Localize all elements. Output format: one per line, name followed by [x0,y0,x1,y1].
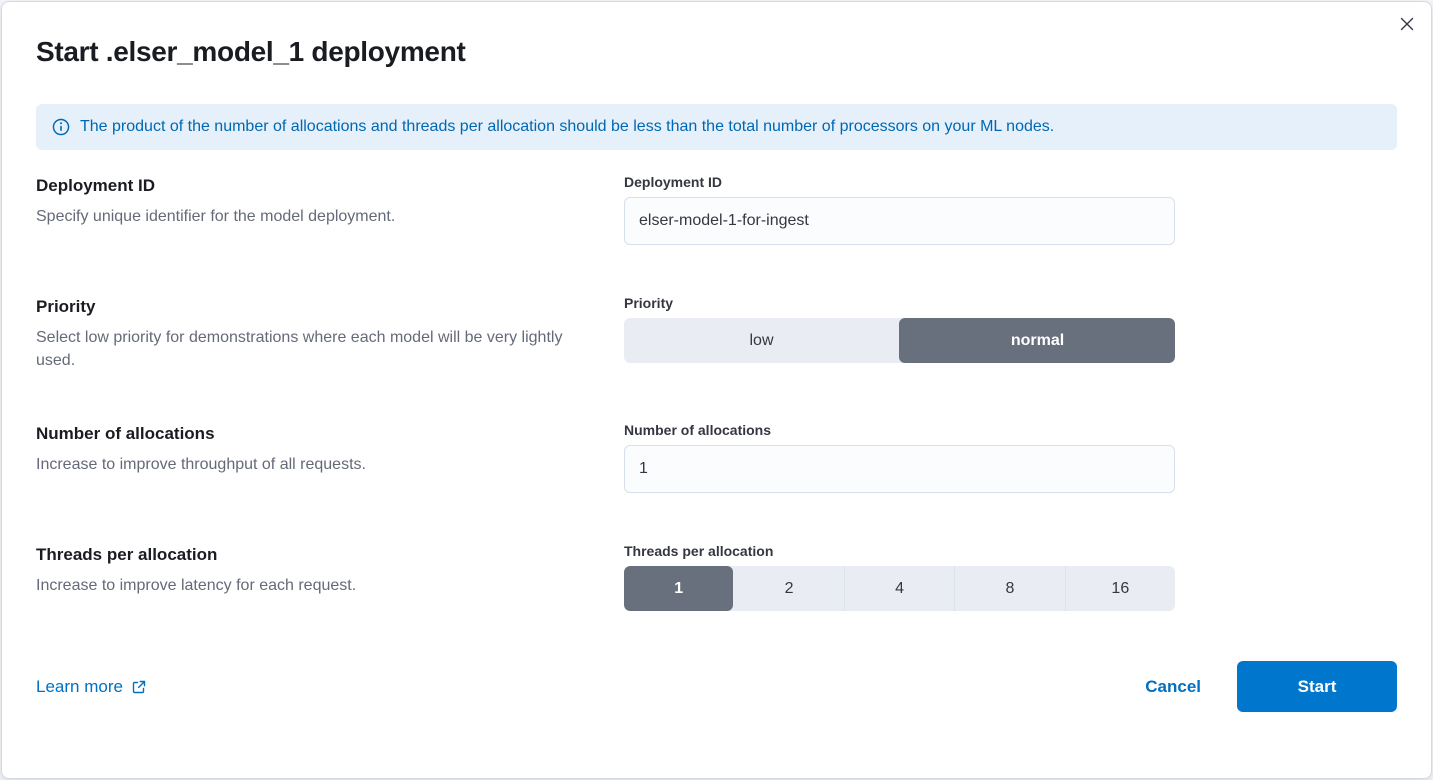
deployment-id-field: Deployment ID [624,174,1175,245]
allocations-label: Number of allocations [624,422,772,439]
threads-option-16[interactable]: 16 [1064,566,1175,612]
modal-footer: Learn more Cancel Start [36,661,1397,713]
threads-option-4[interactable]: 4 [843,566,954,612]
priority-option-low[interactable]: low [624,318,899,363]
threads-info: Threads per allocation Increase to impro… [36,543,596,597]
learn-more-link[interactable]: Learn more [36,677,147,697]
threads-label: Threads per allocation [624,543,774,560]
deployment-id-description: Specify unique identifier for the model … [36,208,396,225]
priority-field: Priority low normal [624,295,1175,363]
allocations-field: Number of allocations [624,422,1175,494]
modal-title: Start .elser_model_1 deployment [36,36,466,67]
threads-option-8[interactable]: 8 [954,566,1064,612]
priority-info: Priority Select low priority for demonst… [36,295,596,372]
close-x-glyph [1400,17,1414,31]
threads-field: Threads per allocation 1 2 4 8 16 [624,543,1175,612]
priority-heading: Priority [36,297,96,316]
deployment-id-info: Deployment ID Specify unique identifier … [36,174,596,228]
start-button[interactable]: Start [1237,661,1397,713]
priority-button-group: low normal [624,318,1175,363]
threads-option-2[interactable]: 2 [733,566,843,611]
deployment-id-heading: Deployment ID [36,176,156,195]
deployment-id-input[interactable] [624,197,1175,245]
learn-more-label: Learn more [36,676,123,696]
priority-label: Priority [624,295,674,311]
info-icon [52,118,70,136]
allocations-input[interactable] [624,445,1175,494]
external-link-icon [132,680,146,694]
deployment-id-label: Deployment ID [624,174,723,190]
threads-heading: Threads per allocation [36,545,218,565]
allocations-row: Number of allocations Increase to improv… [36,422,1397,494]
allocations-info: Number of allocations Increase to improv… [36,422,596,476]
threads-description: Increase to improve latency for each req… [36,577,357,595]
close-icon[interactable] [1393,10,1421,38]
threads-row: Threads per allocation Increase to impro… [36,543,1397,612]
priority-option-normal[interactable]: normal [899,318,1175,363]
info-callout: The product of the number of allocations… [36,104,1397,150]
priority-row: Priority Select low priority for demonst… [36,295,1397,372]
threads-option-1[interactable]: 1 [624,566,734,612]
allocations-description: Increase to improve throughput of all re… [36,456,366,474]
cancel-button[interactable]: Cancel [1145,676,1201,696]
deployment-id-row: Deployment ID Specify unique identifier … [36,174,1397,245]
callout-text: The product of the number of allocations… [80,118,1055,136]
priority-description: Select low priority for demonstrations w… [36,329,563,370]
threads-button-group: 1 2 4 8 16 [624,566,1175,612]
allocations-heading: Number of allocations [36,424,215,444]
